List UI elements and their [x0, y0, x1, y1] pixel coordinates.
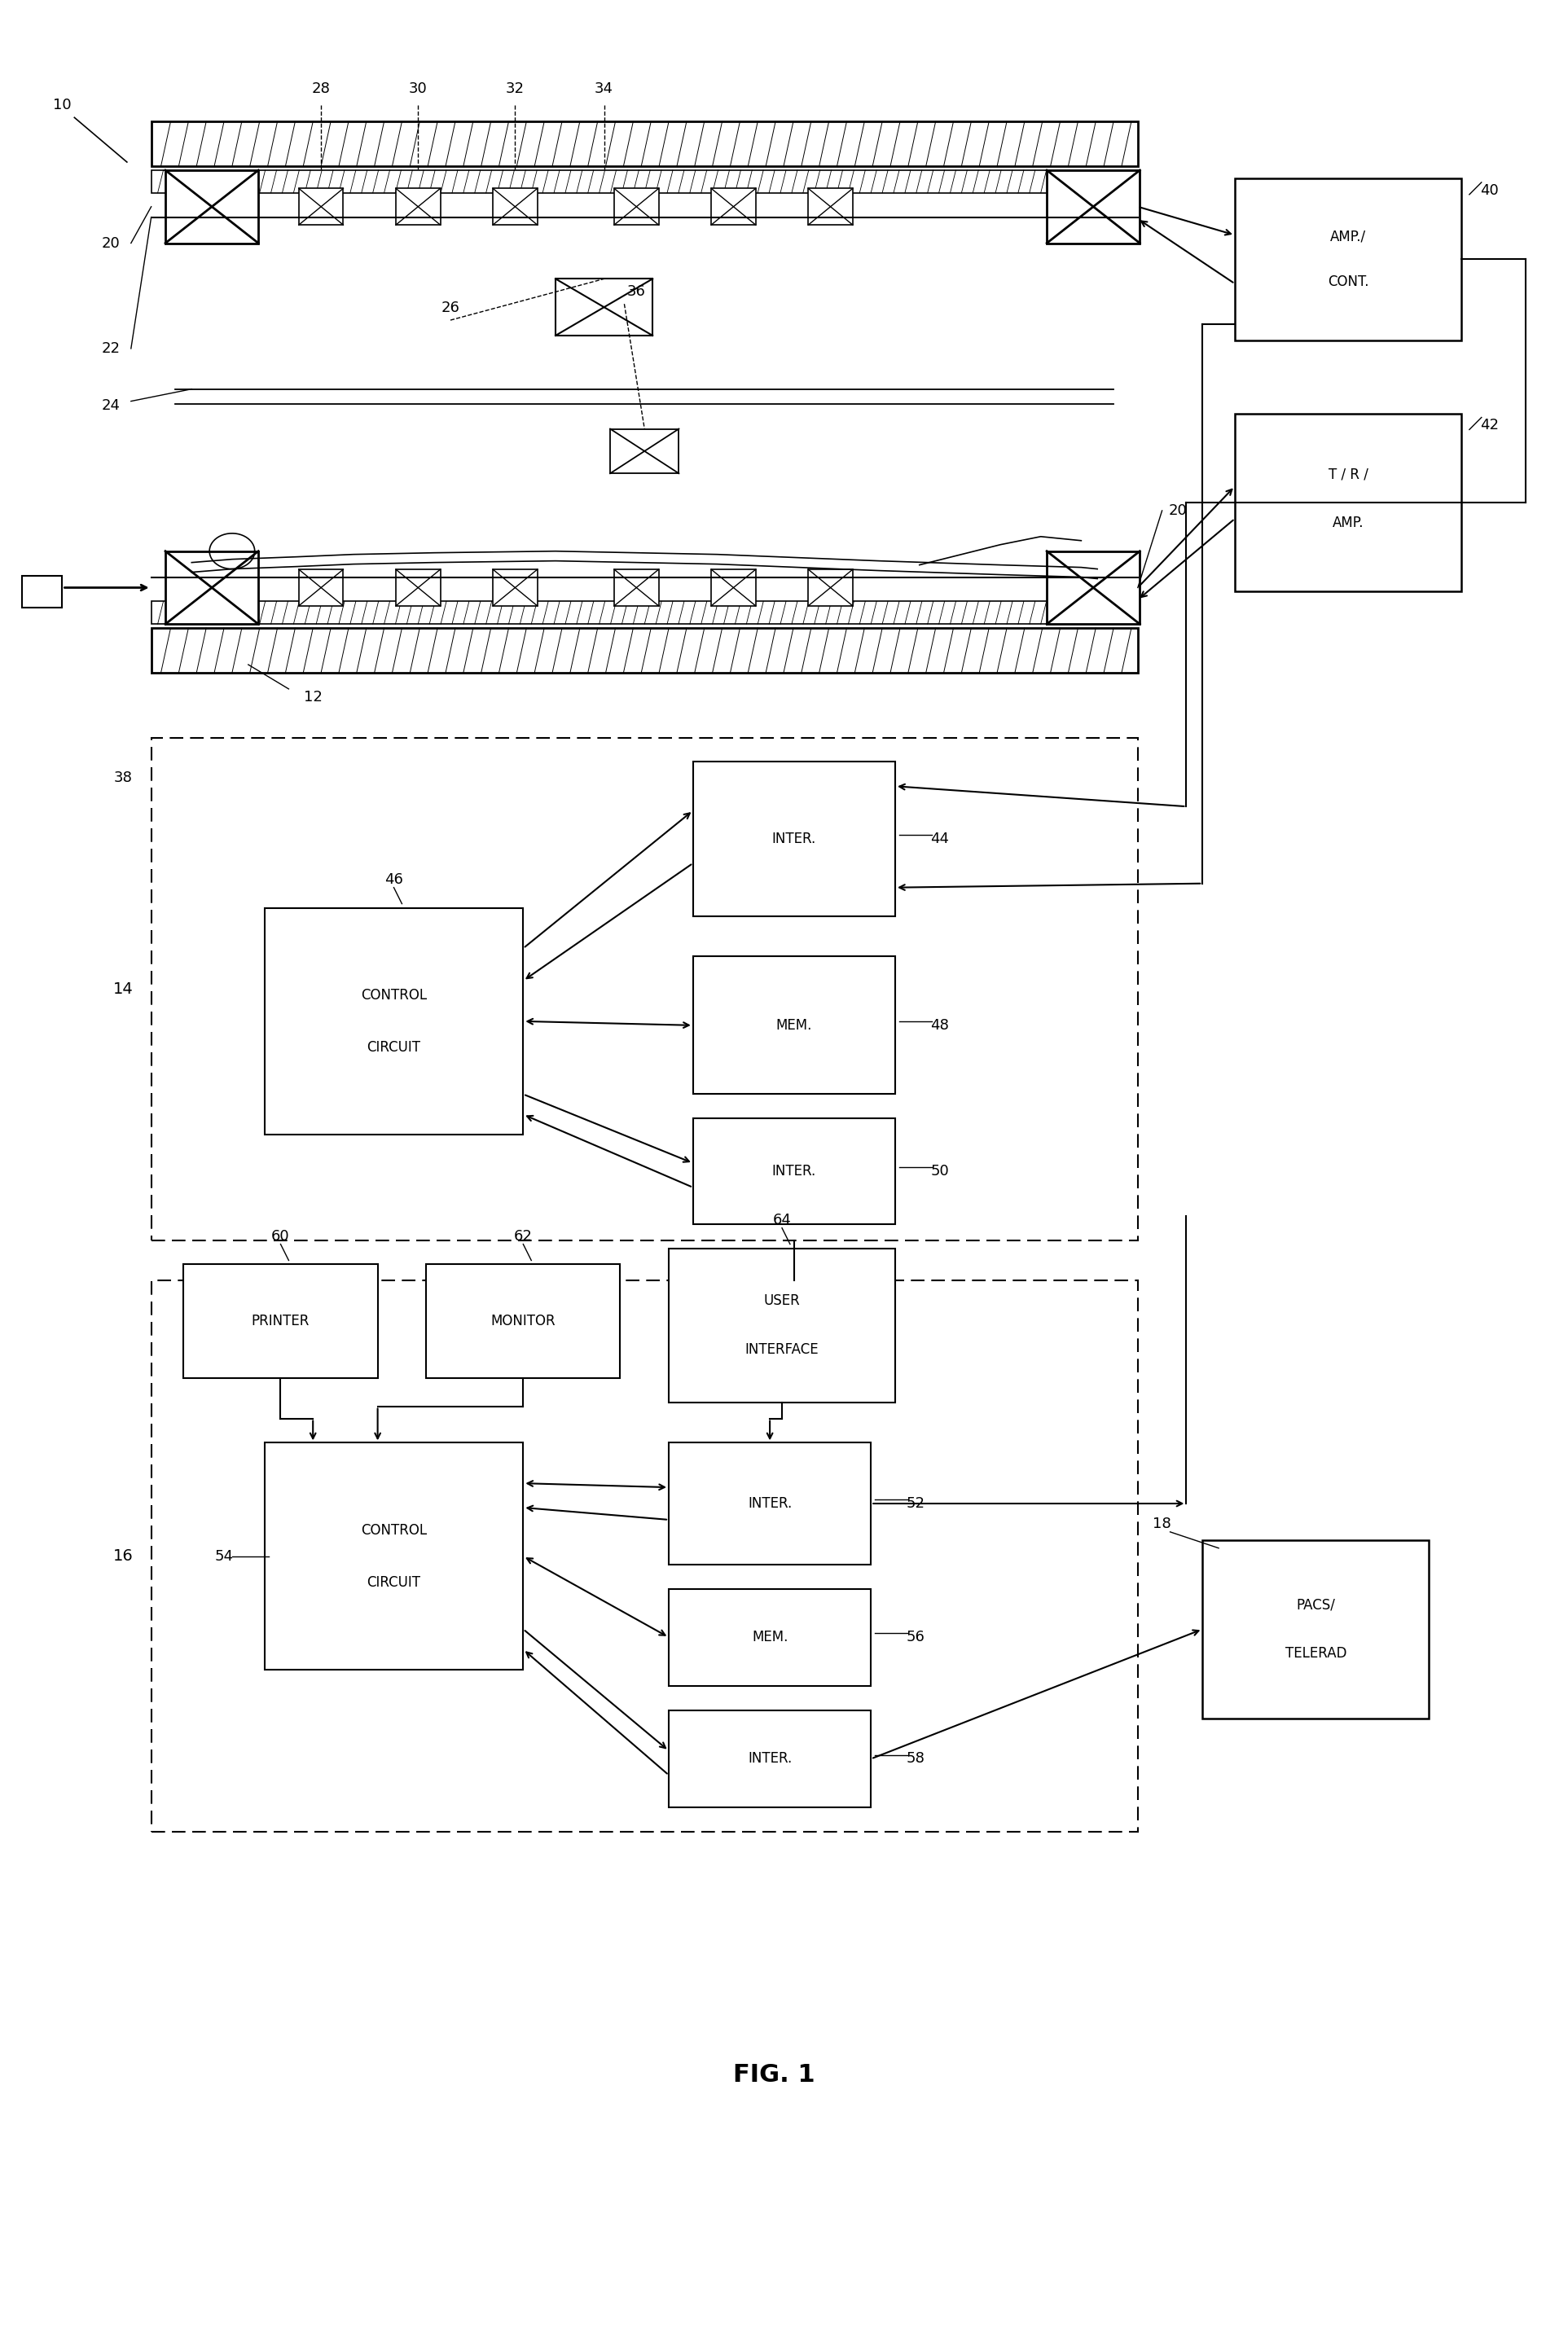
Bar: [808, 569, 853, 606]
Bar: [693, 1119, 895, 1224]
Bar: [265, 908, 524, 1135]
Text: 62: 62: [514, 1228, 533, 1243]
Bar: [395, 190, 441, 225]
Bar: [151, 171, 1138, 192]
Text: AMP.: AMP.: [1333, 515, 1364, 531]
Bar: [670, 1247, 895, 1402]
Text: PRINTER: PRINTER: [251, 1313, 309, 1329]
Text: 54: 54: [215, 1549, 234, 1563]
Text: INTER.: INTER.: [748, 1753, 792, 1767]
Text: 10: 10: [53, 98, 72, 112]
Bar: [670, 1444, 870, 1565]
Text: MONITOR: MONITOR: [491, 1313, 555, 1329]
Text: 64: 64: [773, 1212, 792, 1226]
Bar: [151, 1280, 1138, 1832]
Bar: [183, 1264, 378, 1378]
Text: 30: 30: [409, 82, 428, 96]
Text: 20: 20: [1170, 503, 1187, 517]
Text: 18: 18: [1152, 1516, 1171, 1530]
Bar: [492, 190, 538, 225]
Text: 44: 44: [930, 831, 949, 847]
Text: 34: 34: [594, 82, 613, 96]
Text: 14: 14: [113, 980, 133, 997]
Text: 40: 40: [1480, 183, 1499, 199]
Text: 20: 20: [102, 236, 121, 250]
Text: CONTROL: CONTROL: [361, 1523, 426, 1537]
Bar: [165, 552, 259, 625]
Text: T / R /: T / R /: [1328, 466, 1367, 482]
Bar: [670, 1589, 870, 1685]
Bar: [615, 190, 659, 225]
Text: 12: 12: [304, 690, 323, 704]
Bar: [1047, 552, 1140, 625]
Bar: [299, 190, 343, 225]
Text: 48: 48: [930, 1018, 949, 1032]
Text: INTER.: INTER.: [748, 1495, 792, 1512]
Bar: [615, 569, 659, 606]
Text: 46: 46: [384, 873, 403, 887]
Bar: [151, 627, 1138, 672]
Text: 42: 42: [1480, 419, 1499, 433]
Text: MEM.: MEM.: [751, 1631, 789, 1645]
Text: TELERAD: TELERAD: [1284, 1645, 1347, 1661]
Bar: [555, 278, 652, 335]
Text: INTER.: INTER.: [771, 831, 817, 847]
Bar: [693, 763, 895, 915]
Text: USER: USER: [764, 1294, 800, 1308]
Text: 32: 32: [506, 82, 524, 96]
Text: 16: 16: [113, 1549, 133, 1563]
Bar: [712, 569, 756, 606]
Text: 26: 26: [441, 300, 459, 316]
Bar: [808, 190, 853, 225]
Text: CIRCUIT: CIRCUIT: [367, 1039, 420, 1055]
Text: CONT.: CONT.: [1328, 274, 1369, 290]
Bar: [1236, 414, 1461, 592]
Bar: [670, 1711, 870, 1806]
Bar: [165, 171, 259, 243]
Bar: [22, 576, 63, 608]
Text: 58: 58: [906, 1753, 925, 1767]
Text: 56: 56: [906, 1631, 925, 1645]
Text: FIG. 1: FIG. 1: [732, 2064, 815, 2087]
Bar: [426, 1264, 621, 1378]
Text: 60: 60: [271, 1228, 290, 1243]
Text: 52: 52: [906, 1495, 925, 1512]
Bar: [1236, 178, 1461, 339]
Text: INTERFACE: INTERFACE: [745, 1343, 818, 1357]
Text: 36: 36: [627, 285, 646, 300]
Bar: [1203, 1540, 1428, 1718]
Bar: [395, 569, 441, 606]
Bar: [693, 957, 895, 1095]
Text: 38: 38: [113, 770, 132, 786]
Text: CIRCUIT: CIRCUIT: [367, 1575, 420, 1589]
Text: 50: 50: [930, 1163, 949, 1179]
Bar: [151, 122, 1138, 166]
Text: AMP./: AMP./: [1330, 229, 1366, 243]
Text: 24: 24: [102, 398, 121, 412]
Bar: [151, 601, 1138, 625]
Bar: [492, 569, 538, 606]
Bar: [299, 569, 343, 606]
Text: CONTROL: CONTROL: [361, 987, 426, 1002]
Bar: [712, 190, 756, 225]
Bar: [151, 737, 1138, 1240]
Text: PACS/: PACS/: [1297, 1598, 1336, 1612]
Text: 22: 22: [102, 342, 121, 356]
Text: INTER.: INTER.: [771, 1163, 817, 1179]
Text: 28: 28: [312, 82, 331, 96]
Bar: [610, 428, 679, 473]
Bar: [1047, 171, 1140, 243]
Text: MEM.: MEM.: [776, 1018, 812, 1032]
Bar: [265, 1444, 524, 1671]
